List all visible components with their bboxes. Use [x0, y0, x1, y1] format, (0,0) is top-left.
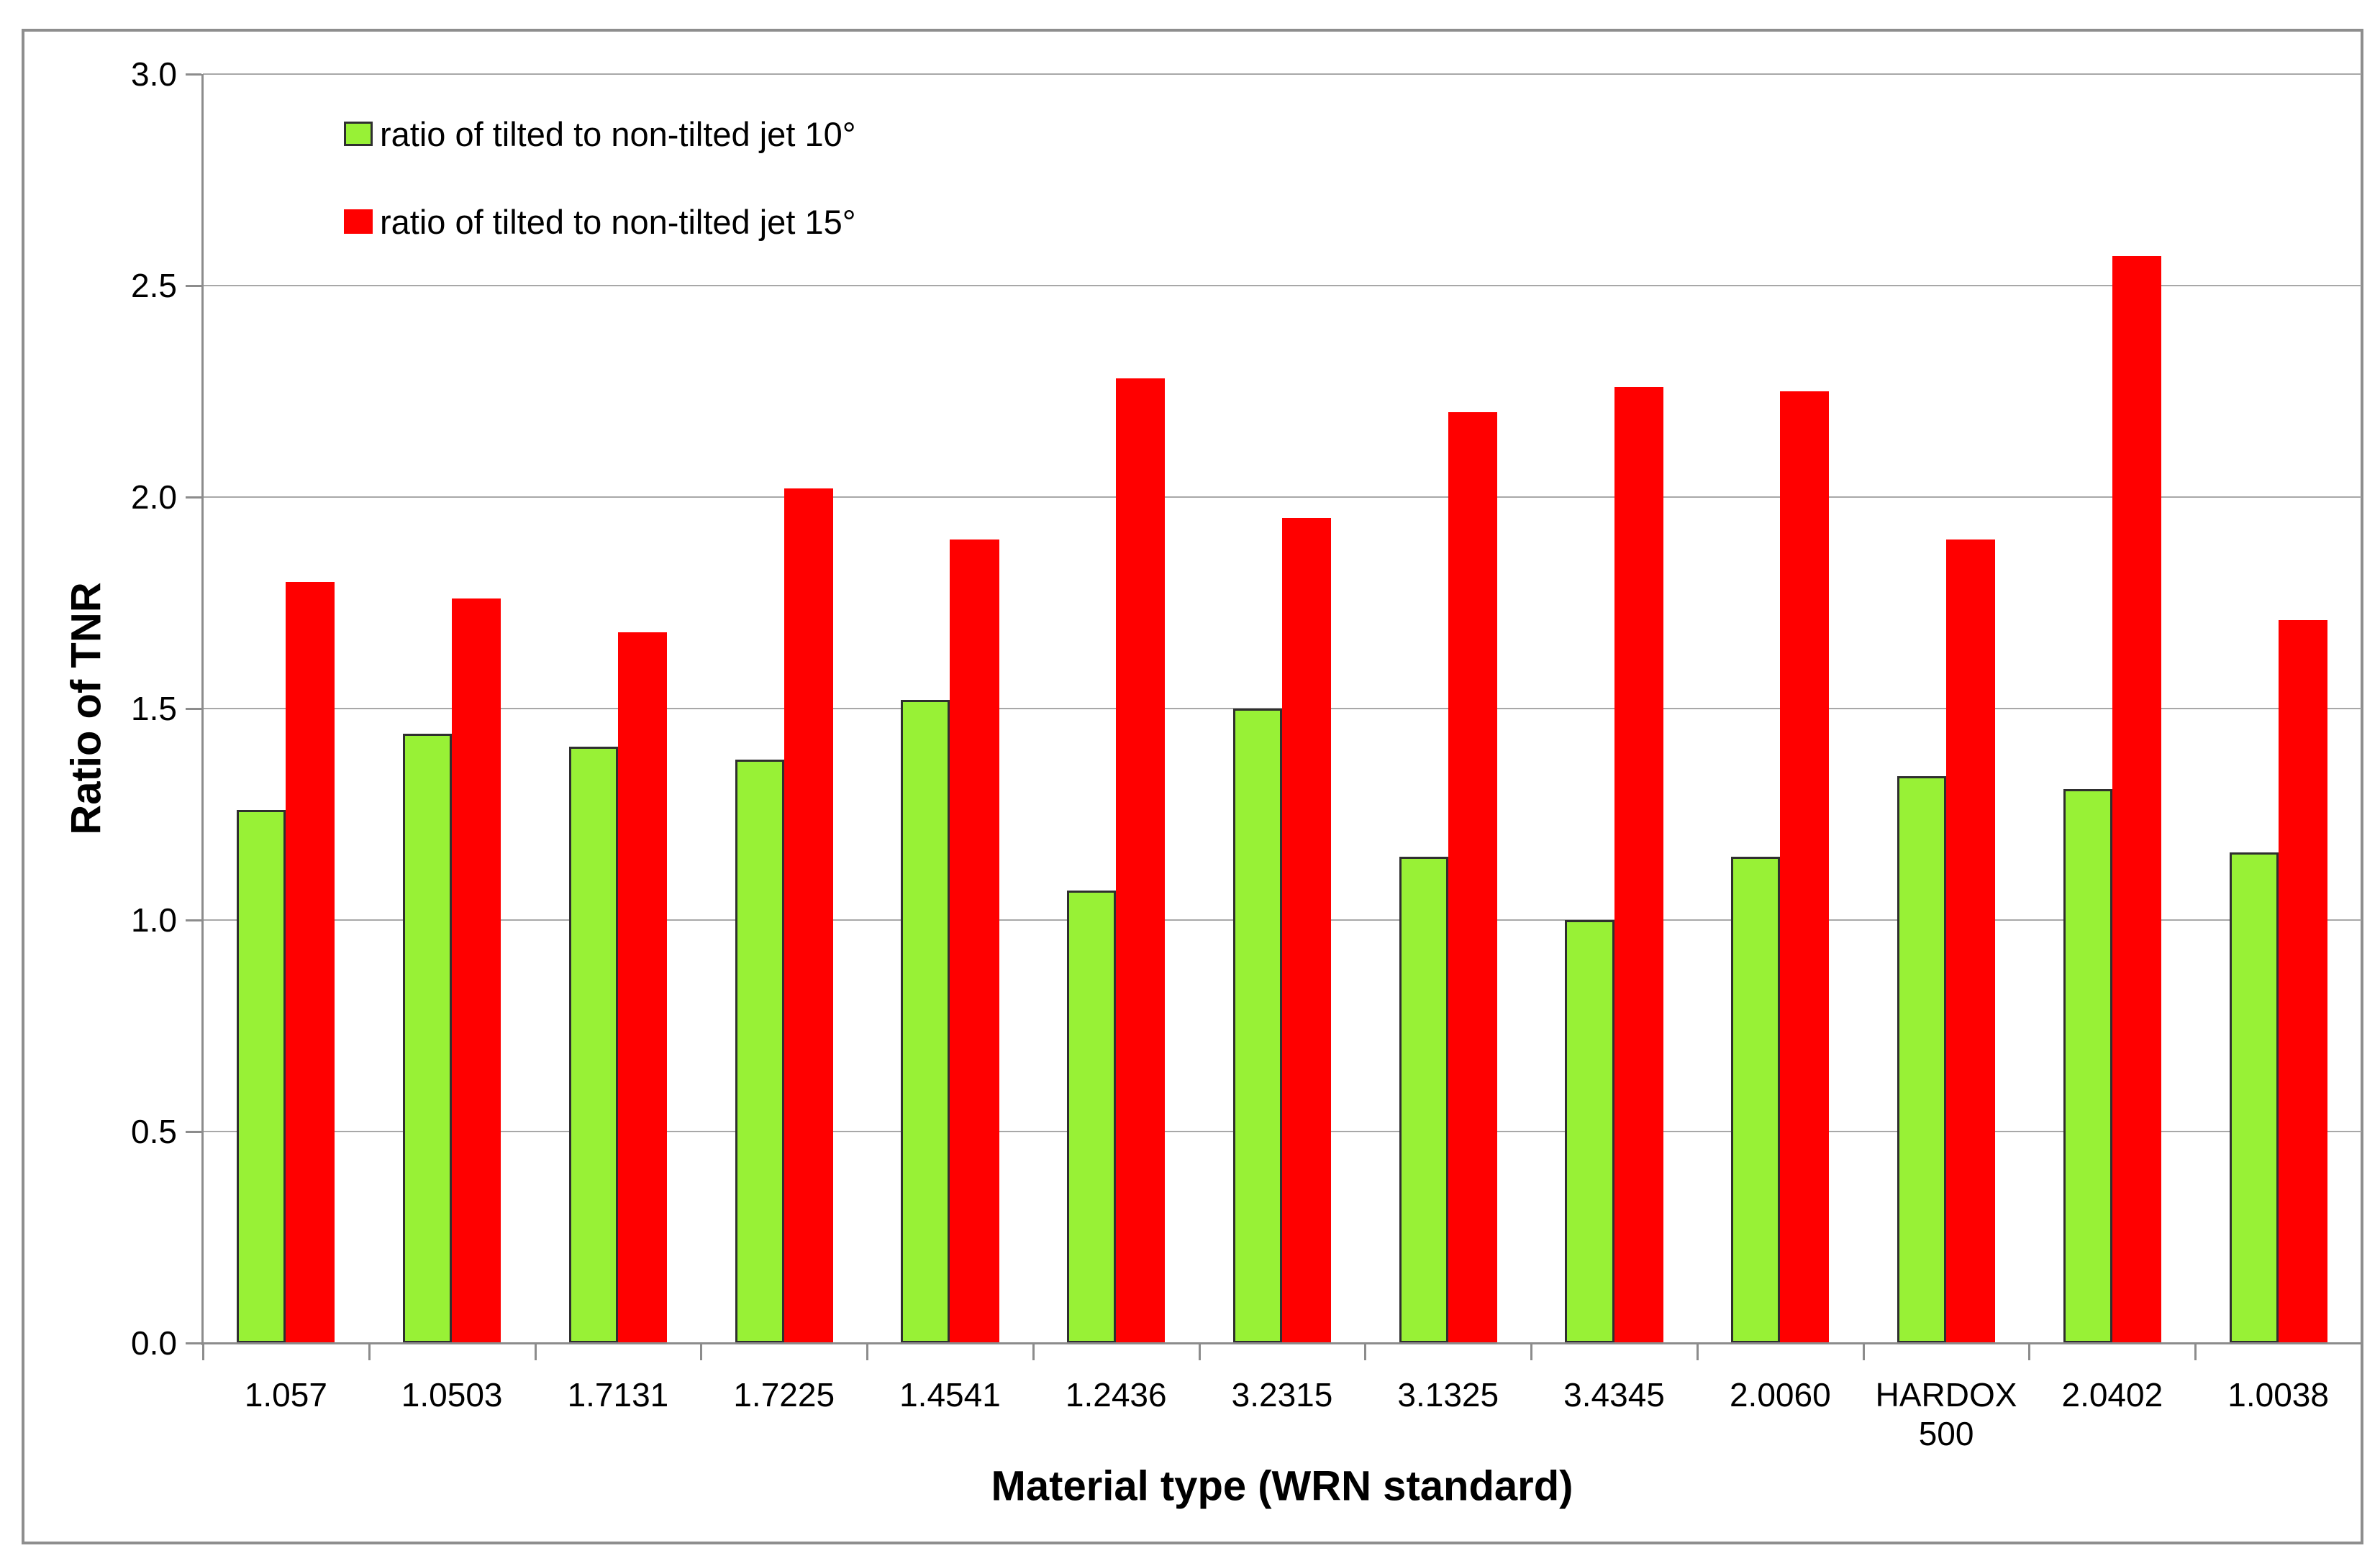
legend-swatch-red: [344, 209, 373, 234]
x-tick-12: [2194, 1344, 2197, 1360]
plot-area: [203, 73, 2361, 1343]
x-tick-9: [1696, 1344, 1699, 1360]
x-category-label-1.0503: 1.0503: [401, 1376, 503, 1414]
bar-jet10-1.0503: [403, 734, 453, 1343]
x-category-label-3.2315: 3.2315: [1231, 1376, 1333, 1414]
x-axis-line: [203, 1342, 2362, 1344]
gridline-y-2.0: [203, 496, 2361, 498]
x-category-label-1.2436: 1.2436: [1065, 1376, 1167, 1414]
x-category-label-1.7131: 1.7131: [567, 1376, 669, 1414]
x-category-label-1.4541: 1.4541: [899, 1376, 1001, 1414]
bar-jet15-1.4541: [950, 539, 999, 1343]
x-tick-4: [866, 1344, 869, 1360]
y-tick-3.0: [186, 73, 201, 76]
legend-swatch-green: [344, 122, 373, 146]
legend-label: ratio of tilted to non-tilted jet 15°: [380, 202, 856, 241]
bar-jet15-2.0402: [2112, 255, 2161, 1343]
legend: ratio of tilted to non-tilted jet 10° ra…: [344, 114, 856, 289]
y-tick-2.5: [186, 285, 201, 287]
bar-jet10-3.2315: [1232, 709, 1282, 1343]
bar-jet15-1.2436: [1116, 378, 1166, 1343]
x-tick-3: [700, 1344, 703, 1360]
x-category-label-1.0038: 1.0038: [2227, 1376, 2329, 1414]
y-tick-label-2.0: 2.0: [131, 478, 177, 516]
x-tick-8: [1530, 1344, 1533, 1360]
x-category-label-1.7225: 1.7225: [733, 1376, 835, 1414]
y-tick-0.0: [186, 1342, 201, 1344]
bar-jet10-2.0060: [1731, 856, 1781, 1343]
bar-jet10-3.4345: [1565, 920, 1614, 1343]
legend-item-jet-10: ratio of tilted to non-tilted jet 10°: [344, 114, 856, 154]
y-tick-label-1.5: 1.5: [131, 690, 177, 727]
x-tick-7: [1364, 1344, 1367, 1360]
y-tick-1.5: [186, 708, 201, 710]
gridline-y-3.0: [203, 73, 2361, 75]
x-category-label-3.1325: 3.1325: [1397, 1376, 1499, 1414]
x-tick-5: [1032, 1344, 1035, 1360]
y-tick-label-0.5: 0.5: [131, 1113, 177, 1150]
bar-jet15-1.057: [286, 581, 335, 1343]
x-tick-13: [2361, 1344, 2363, 1360]
y-tick-label-0.0: 0.0: [131, 1324, 177, 1362]
x-tick-10: [1862, 1344, 1865, 1360]
legend-item-jet-15: ratio of tilted to non-tilted jet 15°: [344, 201, 856, 242]
bar-jet10-1.7131: [568, 746, 618, 1343]
bar-jet10-1.2436: [1067, 890, 1117, 1343]
y-axis-title: Ratio of TNR: [63, 582, 110, 835]
x-tick-1: [368, 1344, 371, 1360]
legend-label: ratio of tilted to non-tilted jet 10°: [380, 114, 856, 153]
bar-jet15-1.0503: [452, 598, 501, 1343]
y-tick-2.0: [186, 496, 201, 499]
y-tick-1.0: [186, 919, 201, 921]
x-tick-2: [534, 1344, 537, 1360]
x-category-label-HARDOX-500: HARDOX 500: [1875, 1376, 2017, 1452]
bar-jet10-1.057: [237, 810, 286, 1343]
x-category-label-2.0060: 2.0060: [1729, 1376, 1831, 1414]
y-tick-label-1.0: 1.0: [131, 901, 177, 939]
gridline-y-2.5: [203, 285, 2361, 286]
y-axis-line: [201, 74, 204, 1345]
bar-jet15-2.0060: [1780, 391, 1830, 1343]
x-category-label-1.057: 1.057: [244, 1376, 327, 1414]
bar-jet15-3.2315: [1282, 518, 1332, 1343]
x-axis-title: Material type (WRN standard): [991, 1462, 1573, 1510]
bar-jet10-1.4541: [901, 700, 950, 1343]
bar-jet10-HARDOX-500: [1897, 776, 1947, 1343]
bar-jet15-1.0038: [2278, 619, 2327, 1343]
bar-jet15-3.4345: [1614, 387, 1663, 1343]
bar-jet10-1.7225: [735, 759, 784, 1343]
x-tick-11: [2028, 1344, 2031, 1360]
bar-jet15-3.1325: [1448, 412, 1497, 1343]
bar-jet15-1.7225: [784, 488, 833, 1343]
bar-jet10-3.1325: [1399, 856, 1448, 1343]
y-tick-label-3.0: 3.0: [131, 55, 177, 93]
bar-jet15-1.7131: [617, 632, 667, 1343]
bar-jet10-2.0402: [2063, 788, 2112, 1343]
x-category-label-3.4345: 3.4345: [1563, 1376, 1665, 1414]
x-tick-0: [202, 1344, 204, 1360]
x-category-label-2.0402: 2.0402: [2061, 1376, 2163, 1414]
x-tick-6: [1198, 1344, 1201, 1360]
y-tick-0.5: [186, 1131, 201, 1133]
bar-jet15-HARDOX-500: [1946, 539, 1996, 1343]
y-tick-label-2.5: 2.5: [131, 267, 177, 304]
bar-jet10-1.0038: [2229, 852, 2279, 1343]
